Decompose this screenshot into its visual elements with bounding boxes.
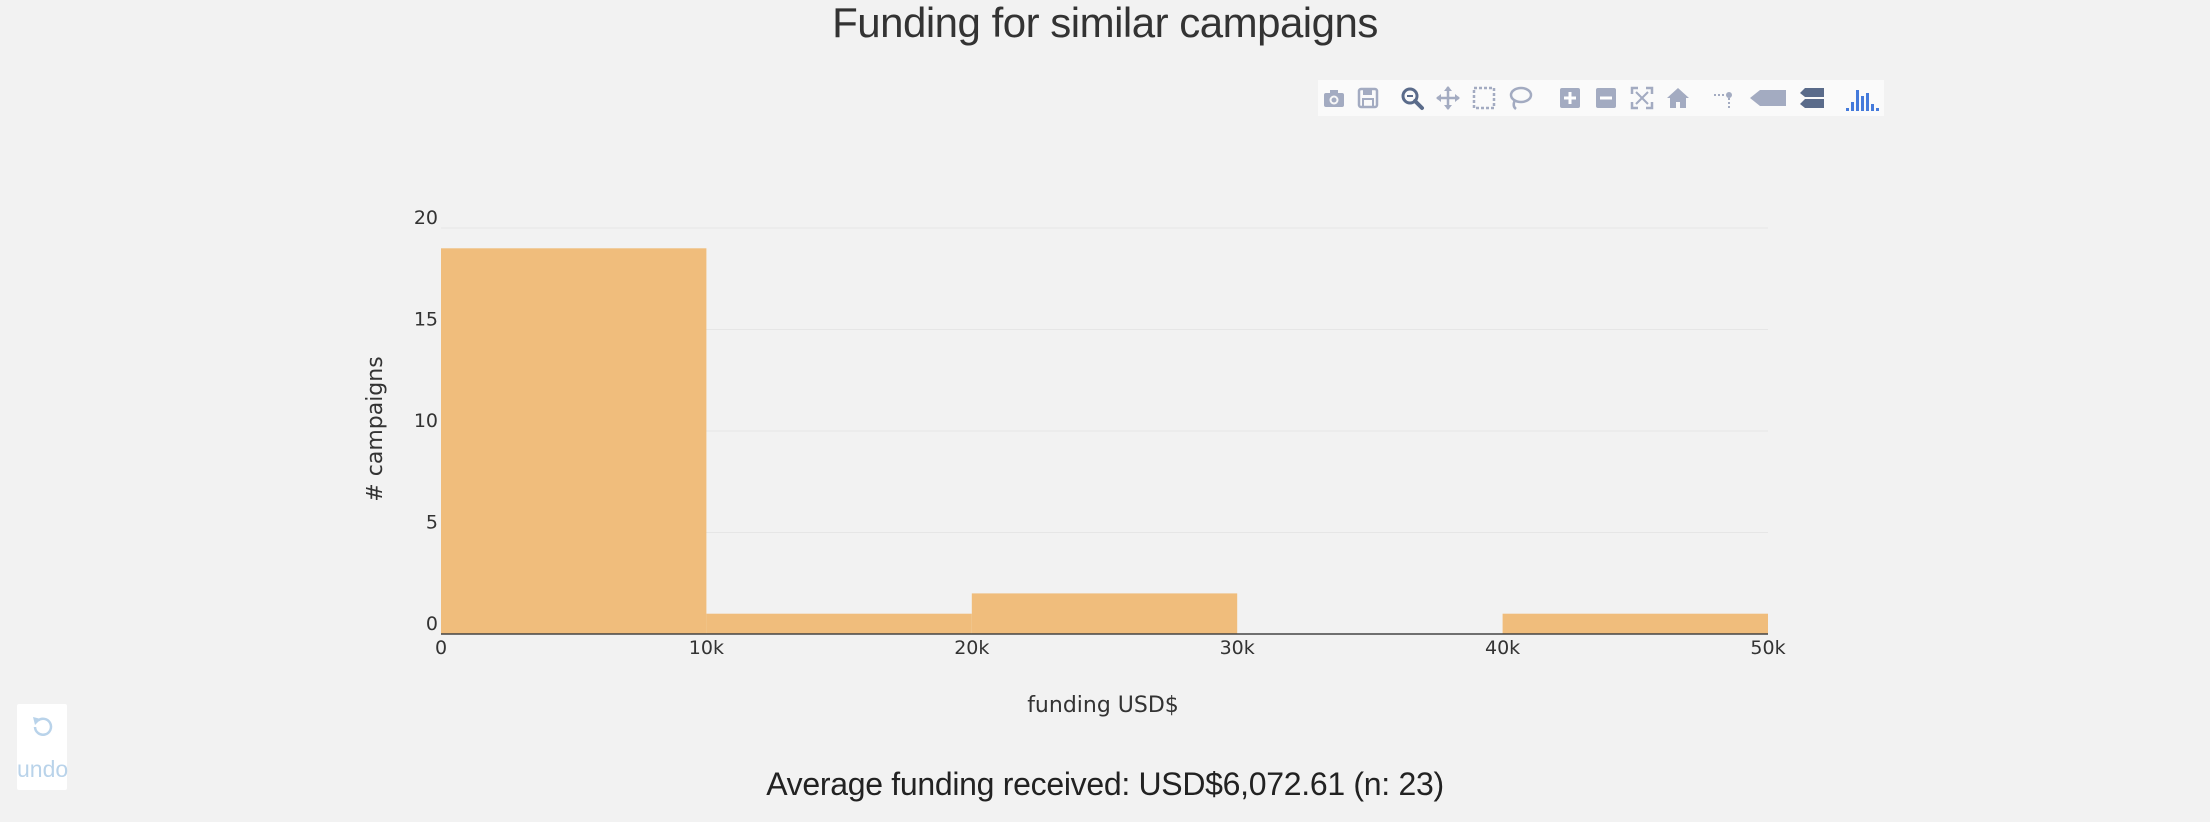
x-tick-label: 10k bbox=[689, 637, 724, 659]
pan-icon[interactable] bbox=[1434, 84, 1462, 112]
average-funding-summary: Average funding received: USD$6,072.61 (… bbox=[766, 766, 1444, 802]
lasso-icon[interactable] bbox=[1506, 84, 1534, 112]
histogram-bar[interactable] bbox=[706, 613, 972, 634]
y-tick-label: 10 bbox=[414, 410, 438, 432]
y-tick-label: 5 bbox=[426, 512, 438, 534]
hover-compare-icon[interactable] bbox=[1798, 84, 1826, 112]
y-axis-title: # campaigns bbox=[363, 356, 388, 501]
zoom-out-icon[interactable] bbox=[1592, 84, 1620, 112]
autoscale-icon[interactable] bbox=[1628, 84, 1656, 112]
x-axis-ticks: 0 10k 20k 30k 40k 50k bbox=[435, 637, 1786, 659]
y-tick-label: 0 bbox=[426, 613, 438, 635]
x-tick-label: 50k bbox=[1750, 637, 1785, 659]
undo-label: undo bbox=[17, 756, 69, 782]
y-tick-label: 20 bbox=[414, 207, 438, 229]
y-axis-ticks: 0 5 10 15 20 bbox=[414, 207, 438, 635]
x-tick-label: 40k bbox=[1485, 637, 1520, 659]
x-axis-title: funding USD$ bbox=[1027, 693, 1179, 718]
histogram-bar[interactable] bbox=[1502, 613, 1768, 634]
histogram-bar[interactable] bbox=[441, 248, 707, 635]
spike-lines-icon[interactable] bbox=[1710, 84, 1738, 112]
x-tick-label: 30k bbox=[1220, 637, 1255, 659]
reset-axes-icon[interactable] bbox=[1664, 84, 1692, 112]
zoom-in-icon[interactable] bbox=[1556, 84, 1584, 112]
chart-title: Funding for similar campaigns bbox=[832, 0, 1378, 46]
save-icon[interactable] bbox=[1354, 84, 1382, 112]
y-tick-label: 15 bbox=[414, 309, 438, 331]
zoom-icon[interactable] bbox=[1398, 84, 1426, 112]
x-tick-label: 0 bbox=[435, 637, 447, 659]
box-select-icon[interactable] bbox=[1470, 84, 1498, 112]
undo-button[interactable]: undo bbox=[17, 704, 69, 790]
plotly-logo-icon[interactable] bbox=[1844, 84, 1882, 112]
undo-icon bbox=[33, 717, 53, 736]
hover-closest-icon[interactable] bbox=[1748, 84, 1788, 112]
histogram-bar[interactable] bbox=[971, 593, 1238, 634]
modebar-toolbar bbox=[1318, 80, 1884, 116]
x-tick-label: 20k bbox=[954, 637, 989, 659]
bars bbox=[441, 248, 1768, 635]
camera-icon[interactable] bbox=[1320, 84, 1348, 112]
